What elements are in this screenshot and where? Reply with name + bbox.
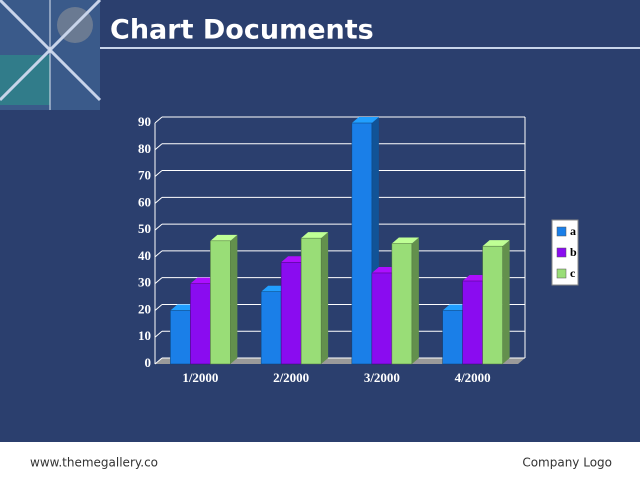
- y-tick-label: 0: [145, 355, 152, 370]
- bar: [170, 310, 191, 365]
- bar-top: [351, 117, 379, 123]
- bar-top: [391, 237, 419, 244]
- y-tick-label: 20: [138, 301, 151, 316]
- footer-logo: Company Logo: [522, 456, 612, 470]
- bar-side: [230, 234, 238, 364]
- corner-art: [0, 55, 50, 105]
- grid-line-side: [154, 357, 163, 365]
- legend-swatch: [556, 247, 567, 258]
- bar: [300, 237, 322, 365]
- slide-title: Chart Documents: [110, 15, 374, 46]
- legend-label: b: [570, 245, 577, 259]
- legend-label: a: [570, 224, 576, 238]
- y-tick-label: 10: [138, 328, 151, 343]
- y-tick-label: 80: [138, 141, 151, 156]
- footer-url: www.themegallery.co: [30, 456, 158, 470]
- legend-swatch: [556, 268, 567, 279]
- y-tick-label: 70: [138, 168, 151, 183]
- grid-line-side: [154, 223, 163, 231]
- bar: [482, 245, 503, 365]
- y-tick-label: 60: [138, 194, 151, 209]
- grid-line-side: [154, 196, 163, 204]
- grid-line-side: [154, 143, 163, 151]
- y-tick-label: 90: [138, 114, 151, 129]
- bar: [462, 280, 483, 365]
- bar: [210, 240, 231, 365]
- background: [0, 0, 640, 442]
- bar-side: [321, 232, 329, 364]
- bar: [351, 122, 373, 365]
- y-tick-label: 40: [138, 248, 151, 263]
- footer: [0, 442, 640, 480]
- bar-top: [482, 240, 510, 247]
- legend-label: c: [570, 266, 576, 280]
- bar-top: [210, 234, 238, 241]
- x-tick-label: 1/2000: [182, 370, 218, 385]
- grid-line-side: [154, 170, 163, 177]
- x-tick-label: 3/2000: [364, 370, 400, 385]
- bar: [190, 283, 211, 365]
- grid-line-side: [154, 116, 163, 124]
- grid-line-side: [154, 304, 163, 311]
- bar-top: [301, 232, 329, 239]
- floor: [155, 358, 525, 364]
- bar: [391, 243, 413, 365]
- legend-swatch: [556, 226, 567, 237]
- grid-line-side: [154, 330, 163, 338]
- bar: [442, 310, 463, 365]
- x-tick-label: 2/2000: [273, 370, 309, 385]
- y-tick-label: 50: [138, 221, 151, 236]
- bar: [371, 272, 393, 365]
- bar: [280, 261, 302, 365]
- grid-line-side: [154, 277, 163, 285]
- grid-line-side: [154, 250, 163, 258]
- bar-side: [502, 240, 510, 364]
- bar-side: [411, 237, 419, 364]
- y-tick-label: 30: [138, 275, 151, 290]
- bar: [260, 291, 282, 365]
- x-tick-label: 4/2000: [455, 370, 491, 385]
